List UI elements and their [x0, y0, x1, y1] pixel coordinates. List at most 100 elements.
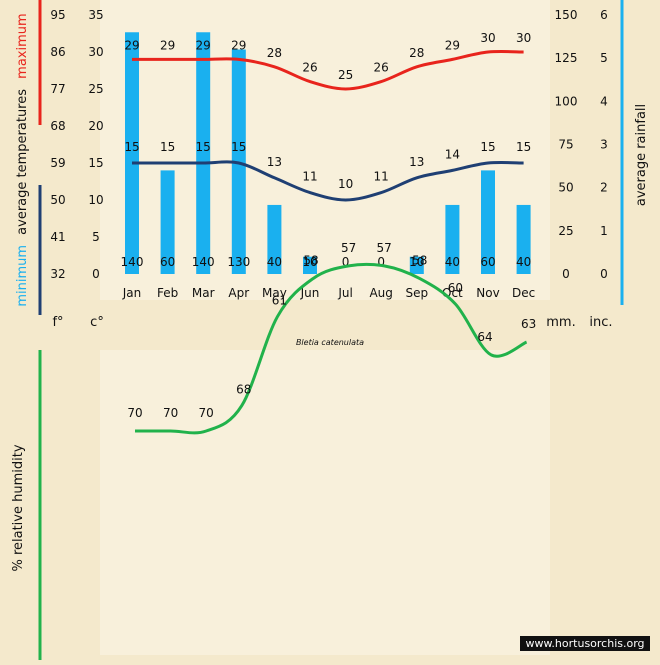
- maximum-value-label: 30: [480, 31, 495, 45]
- humidity-value-label: 57: [377, 241, 392, 255]
- minimum-temperature-line: [132, 160, 524, 202]
- rainfall-bar: [125, 32, 139, 275]
- rainfall-value-label: 140: [121, 255, 144, 269]
- humidity-value-label: 70: [127, 406, 142, 420]
- fahrenheit-tick-label: 77: [50, 82, 65, 96]
- rainfall-bar: [160, 170, 175, 274]
- rainfall-axis-title: average rainfall: [634, 104, 649, 206]
- rainfall-value-label: 140: [192, 255, 215, 269]
- humidity-axis-title: % relative humidity: [11, 444, 26, 571]
- rainfall-value-label: 40: [267, 255, 282, 269]
- fahrenheit-tick-label: 50: [50, 193, 65, 207]
- humidity-value-label: 64: [477, 330, 492, 344]
- humidity-value-label: 70: [163, 406, 178, 420]
- mm-unit-label: mm.: [546, 315, 575, 330]
- fahrenheit-tick-label: 86: [50, 45, 65, 59]
- fahrenheit-tick-label: 59: [50, 156, 65, 170]
- inch-tick-label: 2: [600, 181, 608, 195]
- inch-unit-label: inc.: [589, 315, 612, 330]
- celsius-tick-label: 15: [88, 156, 103, 170]
- month-tick-label: Feb: [157, 286, 178, 300]
- minimum-value-label: 15: [196, 140, 211, 154]
- mm-tick-label: 150: [555, 8, 578, 22]
- celsius-tick-label: 5: [92, 230, 100, 244]
- minimum-value-label: 15: [231, 140, 246, 154]
- rainfall-value-label: 130: [227, 255, 250, 269]
- rainfall-value-label: 40: [516, 255, 531, 269]
- minimum-value-label: 15: [124, 140, 139, 154]
- humidity-value-label: 63: [521, 317, 536, 331]
- fahrenheit-tick-label: 95: [50, 8, 65, 22]
- celsius-tick-label: 0: [92, 267, 100, 281]
- month-tick-label: May: [262, 286, 287, 300]
- month-tick-label: Aug: [369, 286, 392, 300]
- mm-tick-label: 75: [558, 138, 573, 152]
- temperature-axis-title: minimum average temperatures maximum: [15, 13, 30, 306]
- minimum-value-label: 15: [160, 140, 175, 154]
- mm-tick-label: 125: [555, 51, 578, 65]
- maximum-value-label: 26: [374, 61, 389, 75]
- celsius-tick-label: 25: [88, 82, 103, 96]
- humidity-value-label: 61: [272, 294, 287, 308]
- humidity-value-label: 58: [303, 254, 318, 268]
- inch-tick-label: 6: [600, 8, 608, 22]
- maximum-value-label: 29: [231, 38, 246, 52]
- humidity-value-label: 57: [341, 241, 356, 255]
- rainfall-bar: [267, 204, 282, 274]
- rainfall-value-label: 0: [342, 255, 350, 269]
- celsius-tick-label: 30: [88, 45, 103, 59]
- species-caption: Bletia catenulata: [296, 338, 364, 347]
- rainfall-bar: [481, 170, 495, 274]
- maximum-value-label: 29: [196, 38, 211, 52]
- fahrenheit-tick-label: 41: [50, 230, 65, 244]
- minimum-value-label: 11: [302, 170, 317, 184]
- bottom-plot-panel: [100, 350, 550, 655]
- celsius-tick-label: 10: [88, 193, 103, 207]
- mm-tick-label: 0: [562, 267, 570, 281]
- rainfall-bars: 140 60 140 130 40 10 0 0 10 40 60 40: [121, 32, 531, 275]
- inch-tick-label: 0: [600, 267, 608, 281]
- rainfall-bar: [303, 256, 317, 274]
- rainfall-value-label: 60: [480, 255, 495, 269]
- month-tick-label: Nov: [476, 286, 499, 300]
- inch-tick-label: 1: [600, 224, 608, 238]
- average-temperatures-word: average temperatures: [15, 89, 30, 235]
- mm-tick-label: 25: [558, 224, 573, 238]
- minimum-value-label: 14: [445, 147, 460, 161]
- maximum-value-label: 28: [267, 46, 282, 60]
- inch-tick-label: 4: [600, 94, 608, 108]
- inch-tick-label: 3: [600, 138, 608, 152]
- fahrenheit-tick-label: 68: [50, 119, 65, 133]
- humidity-value-label: 70: [199, 406, 214, 420]
- rainfall-value-label: 0: [377, 255, 385, 269]
- rainfall-value-label: 10: [302, 255, 317, 269]
- maximum-value-label: 29: [445, 38, 460, 52]
- mm-tick-label: 100: [555, 94, 578, 108]
- inch-tick-label: 5: [600, 51, 608, 65]
- maximum-value-label: 29: [124, 38, 139, 52]
- minimum-value-label: 15: [480, 140, 495, 154]
- rainfall-value-label: 60: [160, 255, 175, 269]
- month-tick-label: Dec: [512, 286, 535, 300]
- humidity-value-label: 60: [448, 281, 463, 295]
- maximum-value-label: 29: [160, 38, 175, 52]
- humidity-value-label: 68: [236, 383, 251, 397]
- minimum-value-label: 10: [338, 177, 353, 191]
- month-tick-label: Mar: [192, 286, 215, 300]
- rainfall-bar: [516, 204, 531, 274]
- month-tick-label: Sep: [405, 286, 428, 300]
- maximum-value-label: 25: [338, 68, 353, 82]
- humidity-line-group: 70 70 70 68 61 58 57 57 58 60 64 63: [127, 241, 536, 435]
- rainfall-bar: [409, 256, 424, 274]
- minimum-value-label: 13: [267, 155, 282, 169]
- minimum-value-label: 15: [516, 140, 531, 154]
- fahrenheit-tick-label: 32: [50, 267, 65, 281]
- axis-ticks: 3241505968778695051015202530350255075100…: [50, 8, 607, 300]
- maximum-value-label: 28: [409, 46, 424, 60]
- maximum-value-label: 30: [516, 31, 531, 45]
- maximum-value-label: 26: [302, 61, 317, 75]
- minimum-value-label: 13: [409, 155, 424, 169]
- temperature-lines: 29 29 29 29 28 26 25 26 28 29 30 30 15 15 15 15 13 11 10 11…: [124, 31, 531, 202]
